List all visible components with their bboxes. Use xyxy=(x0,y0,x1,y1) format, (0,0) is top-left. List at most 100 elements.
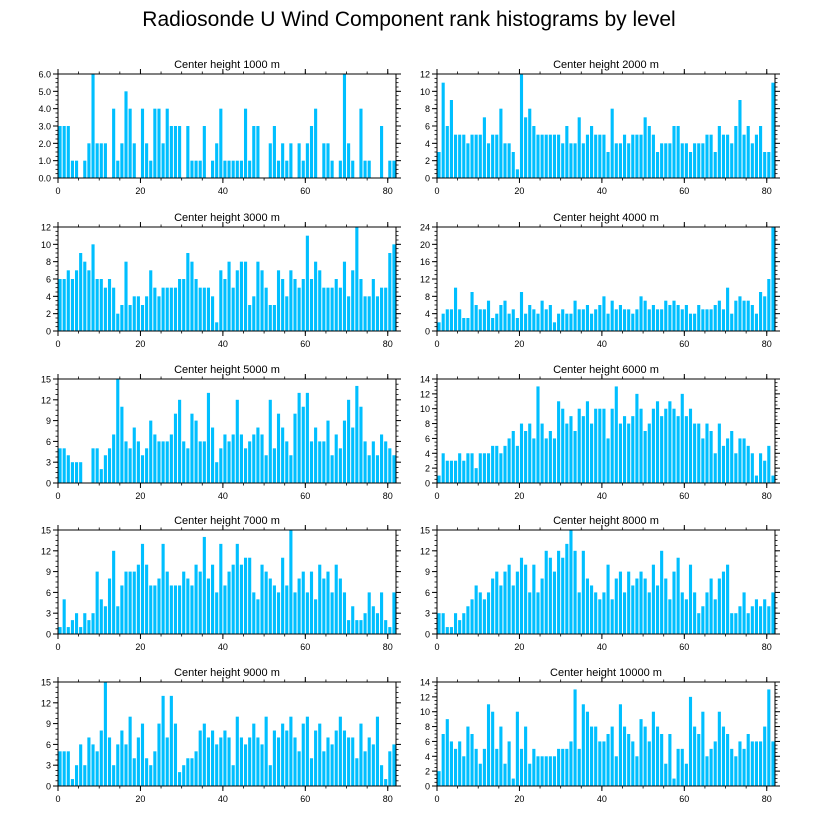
histogram-bar xyxy=(511,778,515,786)
histogram-bar xyxy=(754,134,759,178)
histogram-bar xyxy=(507,438,511,483)
histogram-bar xyxy=(363,296,367,331)
histogram-bar xyxy=(763,726,767,786)
histogram-bar xyxy=(742,134,746,178)
histogram-bar xyxy=(482,309,486,331)
histogram-bar xyxy=(693,726,697,786)
histogram-bar xyxy=(569,530,573,634)
histogram-bar xyxy=(573,550,577,634)
histogram-bar xyxy=(194,420,198,483)
histogram-bar xyxy=(301,571,305,634)
y-tick-label: 12 xyxy=(41,395,51,405)
x-tick-label: 20 xyxy=(514,491,524,501)
histogram-bar xyxy=(272,448,276,483)
histogram-bar xyxy=(128,448,132,483)
histogram-bar xyxy=(581,309,585,331)
y-tick-label: 16 xyxy=(420,257,430,267)
histogram-bar xyxy=(83,613,87,634)
histogram-bar xyxy=(140,455,145,483)
histogram-bar xyxy=(276,160,281,178)
histogram-bar xyxy=(750,741,754,786)
histogram-bar xyxy=(74,765,79,786)
histogram-bar xyxy=(701,438,705,483)
histogram-bar xyxy=(235,399,239,483)
histogram-bar xyxy=(326,420,330,483)
histogram-bar xyxy=(680,592,684,634)
histogram-bar xyxy=(437,771,441,786)
x-tick-label: 60 xyxy=(300,186,310,196)
x-tick-label: 40 xyxy=(597,339,607,349)
histogram-bar xyxy=(730,143,734,178)
histogram-bar xyxy=(314,427,318,483)
histogram-bar xyxy=(268,765,272,786)
histogram-bar xyxy=(124,441,128,483)
histogram-bar xyxy=(375,455,380,483)
histogram-bar xyxy=(680,309,684,331)
histogram-bar xyxy=(334,279,338,331)
x-tick-label: 80 xyxy=(383,491,393,501)
histogram-bar xyxy=(474,134,478,178)
histogram-bar xyxy=(594,134,598,178)
histogram-bar xyxy=(717,711,721,786)
histogram-bar xyxy=(713,741,717,786)
panel-title: Center height 1000 m xyxy=(174,59,280,71)
histogram-bar xyxy=(655,152,660,178)
histogram-bar xyxy=(252,126,256,178)
histogram-bar xyxy=(305,392,309,483)
histogram-bar xyxy=(486,453,491,483)
histogram-bar xyxy=(145,564,149,634)
histogram-bar xyxy=(557,401,561,483)
histogram-bar xyxy=(371,606,375,634)
x-tick-label: 60 xyxy=(300,339,310,349)
x-tick-label: 20 xyxy=(135,642,145,652)
histogram-panel-5: Center height 5000 m 0 3 6 9 12 15 0 20 40 60 80 xyxy=(41,364,401,501)
histogram-bar xyxy=(515,711,519,786)
histogram-bar xyxy=(128,716,132,786)
histogram-bar xyxy=(536,134,540,178)
histogram-bar xyxy=(153,751,157,786)
histogram-bar xyxy=(598,599,602,634)
histogram-bar xyxy=(351,270,355,331)
histogram-bar xyxy=(285,730,289,786)
histogram-bar xyxy=(342,592,347,634)
histogram-bar xyxy=(449,309,453,331)
histogram-bar xyxy=(643,117,647,178)
histogram-bar xyxy=(441,313,445,331)
histogram-bar xyxy=(495,748,499,786)
histogram-bar xyxy=(178,585,182,634)
histogram-bar xyxy=(495,445,499,483)
histogram-bar xyxy=(136,441,140,483)
histogram-bar xyxy=(107,737,112,786)
histogram-bar xyxy=(647,309,651,331)
histogram-bar xyxy=(746,445,750,483)
histogram-bar xyxy=(585,305,590,331)
x-tick-label: 60 xyxy=(679,642,689,652)
histogram-bar xyxy=(169,585,173,634)
histogram-bar xyxy=(239,434,243,483)
histogram-bar xyxy=(746,300,750,331)
histogram-bar xyxy=(149,420,153,483)
y-tick-label: 9 xyxy=(46,567,51,577)
histogram-bar xyxy=(635,309,639,331)
histogram-bar xyxy=(453,287,458,331)
histogram-bar xyxy=(334,564,338,634)
histogram-bar xyxy=(618,143,622,178)
histogram-bar xyxy=(281,723,285,786)
histogram-bar xyxy=(519,748,524,786)
histogram-panel-6: Center height 6000 m 0 2 4 6 8 10 12 14 0 20 40 60 80 xyxy=(420,364,780,501)
histogram-bar xyxy=(252,434,256,483)
y-tick-label: 4 xyxy=(425,139,430,149)
histogram-bar xyxy=(602,296,606,331)
x-tick-label: 60 xyxy=(679,339,689,349)
histogram-bar xyxy=(95,448,99,483)
y-tick-label: 9 xyxy=(425,567,430,577)
histogram-bar xyxy=(697,143,701,178)
histogram-bar xyxy=(219,543,223,634)
histogram-bar xyxy=(318,441,322,483)
histogram-bar xyxy=(103,682,107,786)
histogram-bar xyxy=(767,445,771,483)
histogram-bar xyxy=(697,423,701,483)
panel-title: Center height 5000 m xyxy=(174,364,280,376)
histogram-bar xyxy=(157,441,161,483)
histogram-bar xyxy=(165,108,169,178)
